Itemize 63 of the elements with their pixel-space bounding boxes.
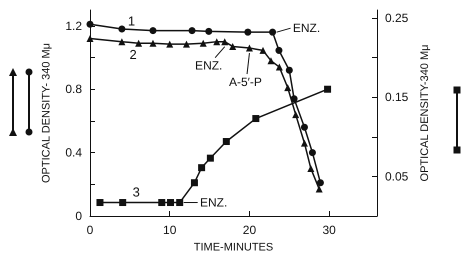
y-tick-label: 0	[75, 209, 82, 223]
y-axis-title: OPTICAL DENSITY- 340 Mμ	[40, 42, 52, 184]
point	[252, 115, 260, 122]
point	[222, 138, 230, 146]
point	[158, 199, 166, 206]
point	[166, 40, 174, 48]
point	[308, 149, 316, 156]
point	[118, 38, 126, 46]
point	[300, 140, 308, 147]
point	[269, 28, 276, 36]
point	[292, 111, 300, 118]
series-label: 1	[128, 14, 136, 29]
point	[190, 179, 198, 186]
point	[286, 66, 293, 74]
y2-axis-title: OPTICAL DENSITY-340 Mμ	[418, 44, 431, 182]
point	[267, 57, 274, 64]
point	[275, 46, 282, 54]
point	[316, 179, 324, 186]
point	[86, 35, 94, 42]
point	[259, 46, 266, 54]
y-tick-label: 1.2	[65, 18, 82, 33]
point	[96, 199, 104, 206]
y2-tick-label: 0.25	[385, 10, 409, 25]
point	[246, 44, 253, 52]
x-tick-label: 0	[86, 223, 94, 237]
point	[244, 28, 252, 36]
point	[307, 164, 314, 172]
point	[176, 199, 184, 206]
point	[119, 199, 126, 206]
point	[324, 86, 332, 93]
point	[200, 40, 207, 47]
point	[167, 199, 174, 206]
point	[300, 124, 308, 131]
point	[213, 38, 220, 46]
annotation: ENZ.	[200, 196, 228, 210]
point	[290, 95, 298, 102]
y-tick-label: 0.4	[65, 146, 82, 160]
x-tick-label: 30	[322, 223, 336, 237]
y2-tick-label: 0.05	[385, 169, 409, 184]
point	[188, 27, 196, 34]
point	[149, 27, 156, 34]
series-label: 3	[132, 184, 140, 200]
point	[316, 186, 323, 193]
point	[205, 28, 212, 35]
point	[221, 38, 228, 46]
y2-tick-label: 0.15	[385, 90, 409, 104]
annotation: A-5′-P	[228, 75, 262, 90]
point	[135, 40, 142, 47]
annotation: ENZ.	[195, 58, 222, 73]
point	[118, 26, 126, 33]
x-axis-title: TIME-MINUTES	[194, 242, 274, 254]
annotation: ENZ.	[292, 21, 320, 36]
series-label: 2	[129, 46, 137, 62]
y-tick-label: 0.8	[65, 82, 82, 96]
point	[284, 84, 292, 92]
point	[276, 64, 283, 71]
point	[229, 42, 236, 50]
point	[182, 40, 190, 48]
x-tick-label: 10	[163, 223, 177, 237]
x-tick-label: 20	[242, 223, 256, 237]
point	[206, 154, 214, 162]
point	[149, 40, 156, 47]
point	[198, 164, 206, 172]
